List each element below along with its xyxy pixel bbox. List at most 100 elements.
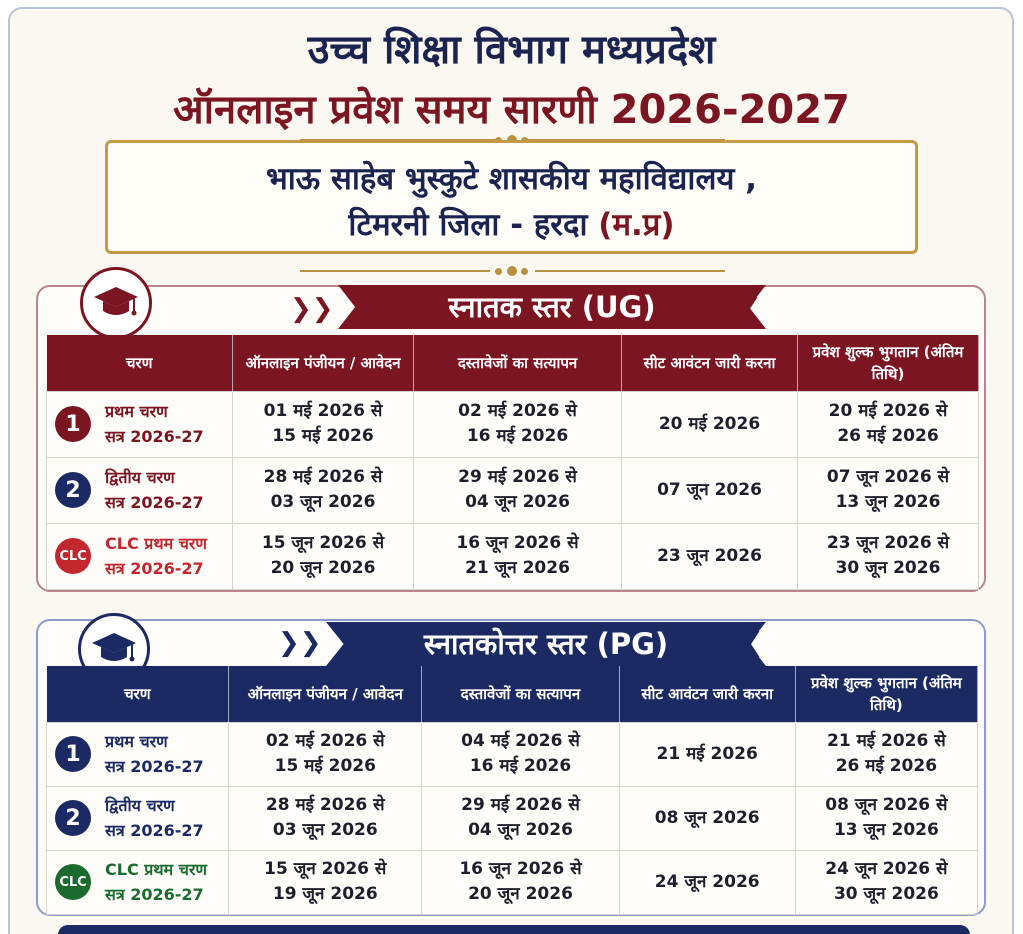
college-name: भाऊ साहेब भुस्कुटे शासकीय महाविद्यालय ,: [265, 161, 758, 197]
ver-to: 04 जून 2026: [465, 492, 570, 512]
footer-banner: [58, 925, 970, 934]
fee-from: 23 जून 2026 से: [826, 533, 950, 553]
phase-number-badge: 2: [55, 472, 91, 508]
college-location: टिमरनी जिला - हरदा (म.प्र): [108, 203, 915, 245]
col-verification: दस्तावेजों का सत्यापन: [421, 666, 620, 722]
seat-date: 20 मई 2026: [621, 390, 798, 458]
phase-name: CLC प्रथम चरण: [105, 534, 207, 553]
phase-session: सत्र 2026-27: [105, 885, 204, 904]
clc-badge: CLC: [55, 864, 91, 900]
divider-ornament: [535, 270, 725, 272]
phase-session: सत्र 2026-27: [105, 821, 204, 840]
phase-number-badge: 2: [55, 800, 91, 836]
ver-to: 16 मई 2026: [469, 756, 572, 776]
table-row: 1 प्रथम चरण सत्र 2026-27 01 मई 2026 से 15 म…: [46, 390, 979, 458]
pg-table: चरण ऑनलाइन पंजीयन / आवेदन दस्तावेजों का …: [45, 666, 979, 915]
fee-to: 30 जून 2026: [835, 558, 941, 578]
schedule-title: ऑनलाइन प्रवेश समय सारणी 2026-2027: [173, 87, 850, 133]
table-header-row: चरण ऑनलाइन पंजीयन / आवेदन दस्तावेजों का …: [46, 666, 979, 722]
fee-from: 07 जून 2026 से: [826, 467, 950, 487]
chevron-right-icon: ❮❮: [718, 294, 762, 324]
seat-date: 21 मई 2026: [618, 721, 796, 787]
ver-to: 04 जून 2026: [468, 820, 573, 840]
fee-from: 24 जून 2026 से: [825, 859, 948, 879]
ug-section: ❯❯ स्नातक स्तर (UG) ❮❮ चरण ऑनलाइन पंजीयन…: [36, 267, 986, 592]
fee-from: 08 जून 2026 से: [825, 795, 948, 815]
col-fee-payment: प्रवेश शुल्क भुगतान (अंतिम तिथि): [797, 335, 979, 391]
chevron-left-icon: ❯❯: [290, 294, 334, 324]
ornament-dot: [521, 268, 528, 275]
fee-from: 21 मई 2026 से: [827, 731, 946, 751]
reg-from: 01 मई 2026 से: [263, 401, 383, 421]
fee-to: 30 जून 2026: [833, 884, 939, 904]
phase-session: सत्र 2026-27: [105, 427, 204, 446]
col-registration: ऑनलाइन पंजीयन / आवेदन: [228, 666, 423, 722]
reg-from: 02 मई 2026 से: [265, 731, 385, 751]
ver-from: 02 मई 2026 से: [458, 401, 577, 421]
col-registration: ऑनलाइन पंजीयन / आवेदन: [232, 335, 414, 391]
department-title: उच्च शिक्षा विभाग मध्यप्रदेश: [307, 27, 716, 73]
reg-to: 15 मई 2026: [272, 426, 374, 446]
col-seat-allotment: सीट आवंटन जारी करना: [619, 666, 796, 722]
college-state: (म.प्र): [598, 207, 675, 243]
ver-from: 29 मई 2026 से: [458, 467, 577, 487]
reg-to: 03 जून 2026: [272, 820, 378, 840]
reg-to: 03 जून 2026: [270, 492, 376, 512]
fee-to: 13 जून 2026: [835, 492, 941, 512]
col-phase: चरण: [46, 335, 233, 391]
col-seat-allotment: सीट आवंटन जारी करना: [621, 335, 798, 391]
table-row: 2 द्वितीय चरण सत्र 2026-27 28 मई 2026 से 03…: [46, 456, 979, 524]
seat-date: 07 जून 2026: [621, 456, 798, 524]
phase-name: प्रथम चरण: [105, 402, 168, 421]
col-verification: दस्तावेजों का सत्यापन: [413, 335, 622, 391]
reg-from: 15 जून 2026 से: [264, 859, 387, 879]
divider-ornament: [300, 270, 490, 272]
ug-table: चरण ऑनलाइन पंजीयन / आवेदन दस्तावेजों का …: [46, 335, 979, 590]
ver-from: 29 मई 2026 से: [461, 795, 580, 815]
ver-to: 16 मई 2026: [466, 426, 569, 446]
chevron-right-icon: ❮❮: [720, 628, 764, 658]
table-row: CLC CLC प्रथम चरण सत्र 2026-27 15 जून 2026…: [45, 849, 979, 915]
reg-to: 19 जून 2026: [272, 884, 378, 904]
seat-date: 24 जून 2026: [618, 849, 796, 915]
phase-name: द्वितीय चरण: [105, 468, 175, 487]
col-fee-payment: प्रवेश शुल्क भुगतान (अंतिम तिथि): [795, 666, 979, 722]
table-row: CLC CLC प्रथम चरण सत्र 2026-27 15 जून 2026…: [46, 522, 979, 590]
phase-number-badge: 1: [55, 406, 91, 442]
phase-session: सत्र 2026-27: [105, 559, 204, 578]
phase-name: प्रथम चरण: [105, 732, 168, 751]
fee-to: 13 जून 2026: [833, 820, 939, 840]
pg-heading: स्नातकोत्तर स्तर (PG): [326, 622, 766, 666]
table-row: 1 प्रथम चरण सत्र 2026-27 02 मई 2026 से 15 म…: [45, 721, 979, 787]
ver-to: 21 जून 2026: [465, 558, 570, 578]
seat-date: 08 जून 2026: [618, 785, 796, 851]
phase-session: सत्र 2026-27: [105, 493, 204, 512]
fee-from: 20 मई 2026 से: [828, 401, 948, 421]
reg-to: 20 जून 2026: [270, 558, 376, 578]
ornament-dot: [507, 266, 517, 276]
phase-name: CLC प्रथम चरण: [105, 860, 207, 879]
ver-from: 16 जून 2026 से: [456, 533, 579, 553]
college-district: टिमरनी जिला - हरदा: [348, 207, 599, 243]
col-phase: चरण: [46, 666, 230, 722]
reg-from: 28 मई 2026 से: [265, 795, 385, 815]
table-header-row: चरण ऑनलाइन पंजीयन / आवेदन दस्तावेजों का …: [46, 335, 979, 391]
phase-session: सत्र 2026-27: [105, 757, 204, 776]
reg-from: 15 जून 2026 से: [261, 533, 385, 553]
ornament-dot: [495, 268, 502, 275]
graduation-cap-icon: [80, 267, 152, 339]
reg-to: 15 मई 2026: [274, 756, 376, 776]
college-box: भाऊ साहेब भुस्कुटे शासकीय महाविद्यालय , …: [105, 140, 918, 254]
clc-badge: CLC: [55, 538, 91, 574]
seat-date: 23 जून 2026: [621, 522, 798, 590]
ver-from: 16 जून 2026 से: [459, 859, 582, 879]
pg-section: ❯❯ स्नातकोत्तर स्तर (PG) ❮❮ चरण ऑनलाइन प…: [36, 613, 986, 916]
table-row: 2 द्वितीय चरण सत्र 2026-27 28 मई 2026 से 03…: [45, 785, 979, 851]
ver-to: 20 जून 2026: [468, 884, 573, 904]
fee-to: 26 मई 2026: [835, 756, 938, 776]
phase-number-badge: 1: [55, 736, 91, 772]
ver-from: 04 मई 2026 से: [461, 731, 580, 751]
reg-from: 28 मई 2026 से: [263, 467, 383, 487]
phase-name: द्वितीय चरण: [105, 796, 175, 815]
ug-heading: स्नातक स्तर (UG): [338, 285, 766, 329]
